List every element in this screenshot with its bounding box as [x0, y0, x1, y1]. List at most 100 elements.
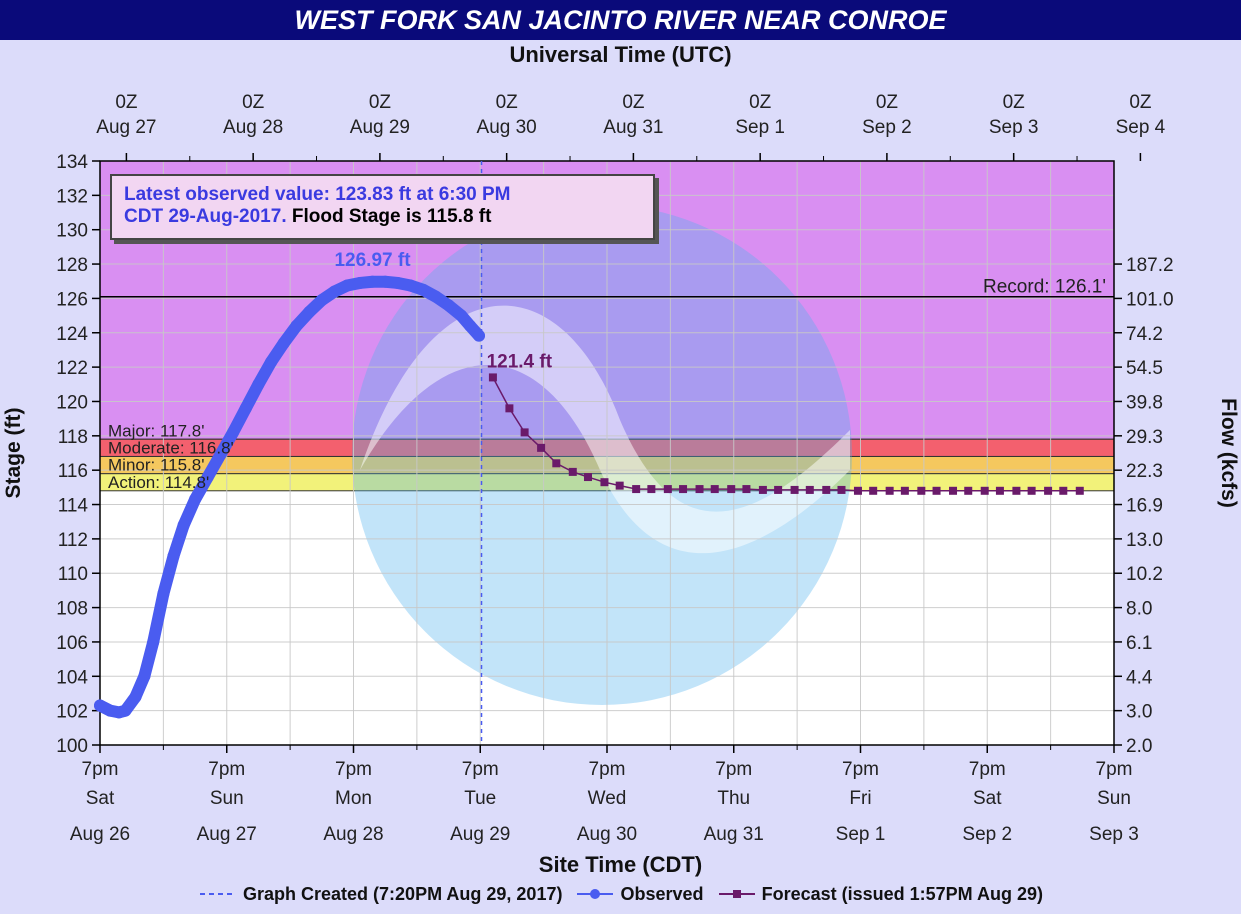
forecast-point: [1012, 486, 1021, 495]
observed-point: [214, 448, 227, 461]
observed-peak-label: 126.97 ft: [334, 250, 411, 271]
top-axis-title: Universal Time (UTC): [509, 42, 732, 67]
top-tick-date: Aug 30: [477, 117, 537, 138]
legend-observed-label: Observed: [620, 884, 704, 904]
forecast-point: [932, 486, 941, 495]
record-label: Record: 126.1': [983, 277, 1106, 298]
legend-created-label: Graph Created (7:20PM Aug 29, 2017): [243, 884, 563, 904]
bottom-tick-time: 7pm: [969, 759, 1006, 780]
y-tick-label: 128: [56, 255, 88, 276]
bottom-tick-time: 7pm: [715, 759, 752, 780]
bottom-tick-time: 7pm: [208, 759, 245, 780]
observed-point: [227, 426, 240, 439]
flow-tick-label: 54.5: [1126, 358, 1163, 379]
y-tick-label: 126: [56, 289, 88, 310]
observed-point: [177, 519, 190, 532]
observed-point: [353, 276, 366, 289]
top-tick-label: 0Z: [115, 92, 138, 113]
observed-point: [129, 690, 142, 703]
forecast-point: [568, 467, 577, 476]
flow-tick-label: 101.0: [1126, 289, 1174, 310]
y-tick-label: 130: [56, 221, 88, 242]
forecast-point: [647, 485, 656, 494]
bottom-tick-day: Sat: [86, 788, 115, 809]
latest-observed-date: CDT 29-Aug-2017.: [124, 206, 287, 227]
forecast-point: [980, 486, 989, 495]
band-label-moderate: Moderate: 116.8': [108, 438, 234, 457]
observed-point: [119, 704, 132, 717]
flow-tick-label: 10.2: [1126, 564, 1163, 585]
top-tick-date: Aug 27: [96, 117, 156, 138]
observed-point: [442, 299, 455, 312]
forecast-point: [710, 485, 719, 494]
observed-point: [404, 279, 417, 292]
observed-point: [252, 378, 265, 391]
forecast-point: [1027, 486, 1036, 495]
noaa-watermark: [352, 205, 852, 705]
top-tick-date: Sep 2: [862, 117, 912, 138]
observed-point: [379, 275, 392, 288]
y-axis-label: Stage (ft): [2, 408, 25, 499]
flow-tick-label: 39.8: [1126, 392, 1163, 413]
forecast-point: [663, 485, 672, 494]
forecast-point: [537, 443, 546, 452]
observed-point: [94, 699, 106, 712]
forecast-point: [758, 485, 767, 494]
top-tick-date: Aug 29: [350, 117, 410, 138]
band-label-minor: Minor: 115.8': [108, 456, 204, 475]
bottom-tick-date: Aug 26: [70, 824, 130, 845]
observed-point: [417, 283, 430, 296]
y-tick-label: 122: [56, 358, 88, 379]
bottom-tick-day: Tue: [464, 788, 496, 809]
bottom-tick-time: 7pm: [1096, 759, 1133, 780]
forecast-point: [632, 485, 641, 494]
forecast-point: [1059, 486, 1068, 495]
top-tick-label: 0Z: [876, 92, 899, 113]
top-tick-label: 0Z: [1129, 92, 1152, 113]
bottom-tick-date: Aug 28: [323, 824, 383, 845]
bottom-tick-time: 7pm: [82, 759, 119, 780]
forecast-point: [885, 486, 894, 495]
flow-tick-label: 74.2: [1126, 324, 1163, 345]
bottom-tick-day: Sat: [973, 788, 1002, 809]
observed-point: [167, 550, 180, 563]
forecast-point: [853, 486, 862, 495]
forecast-point: [869, 486, 878, 495]
flow-tick-label: 8.0: [1126, 599, 1152, 620]
forecast-point: [727, 485, 736, 494]
y-tick-label: 106: [56, 633, 88, 654]
forecast-line-icon: [718, 890, 755, 898]
flood-stage-text: Flood Stage is 115.8 ft: [286, 206, 492, 227]
chart-title: WEST FORK SAN JACINTO RIVER NEAR CONROE: [0, 0, 1241, 40]
observed-point: [147, 635, 160, 648]
forecast-point: [1075, 486, 1084, 495]
latest-observed-box: Latest observed value: 123.83 ft at 6:30…: [110, 174, 655, 240]
legend: Graph Created (7:20PM Aug 29, 2017) Obse…: [0, 884, 1241, 905]
flow-tick-label: 6.1: [1126, 633, 1152, 654]
top-tick-date: Sep 3: [989, 117, 1039, 138]
flow-tick-label: 3.0: [1126, 702, 1152, 723]
chart-labels: Major: 117.8'Moderate: 116.8'Minor: 115.…: [108, 250, 1106, 492]
y-tick-label: 134: [56, 152, 88, 173]
forecast-point: [964, 486, 973, 495]
bottom-tick-date: Aug 31: [704, 824, 764, 845]
legend-forecast: Forecast (issued 1:57PM Aug 29): [717, 884, 1043, 905]
top-tick-date: Aug 28: [223, 117, 283, 138]
y-tick-label: 116: [58, 461, 88, 482]
bottom-tick-day: Wed: [588, 788, 627, 809]
forecast-point: [600, 478, 609, 487]
legend-observed: Observed: [575, 884, 704, 905]
band-label-major: Major: 117.8': [108, 421, 204, 440]
forecast-point: [583, 473, 592, 482]
observed-point: [315, 294, 328, 307]
bottom-tick-day: Mon: [335, 788, 372, 809]
top-tick-label: 0Z: [496, 92, 519, 113]
y-tick-label: 132: [56, 186, 88, 207]
top-tick-label: 0Z: [622, 92, 645, 113]
y-tick-label: 114: [58, 496, 89, 517]
forecast-point: [742, 485, 751, 494]
forecast-peak-label: 121.4 ft: [487, 351, 553, 372]
noaa-logo-bird: [360, 305, 850, 554]
forecast-point: [679, 485, 688, 494]
y-tick-label: 120: [56, 392, 88, 413]
